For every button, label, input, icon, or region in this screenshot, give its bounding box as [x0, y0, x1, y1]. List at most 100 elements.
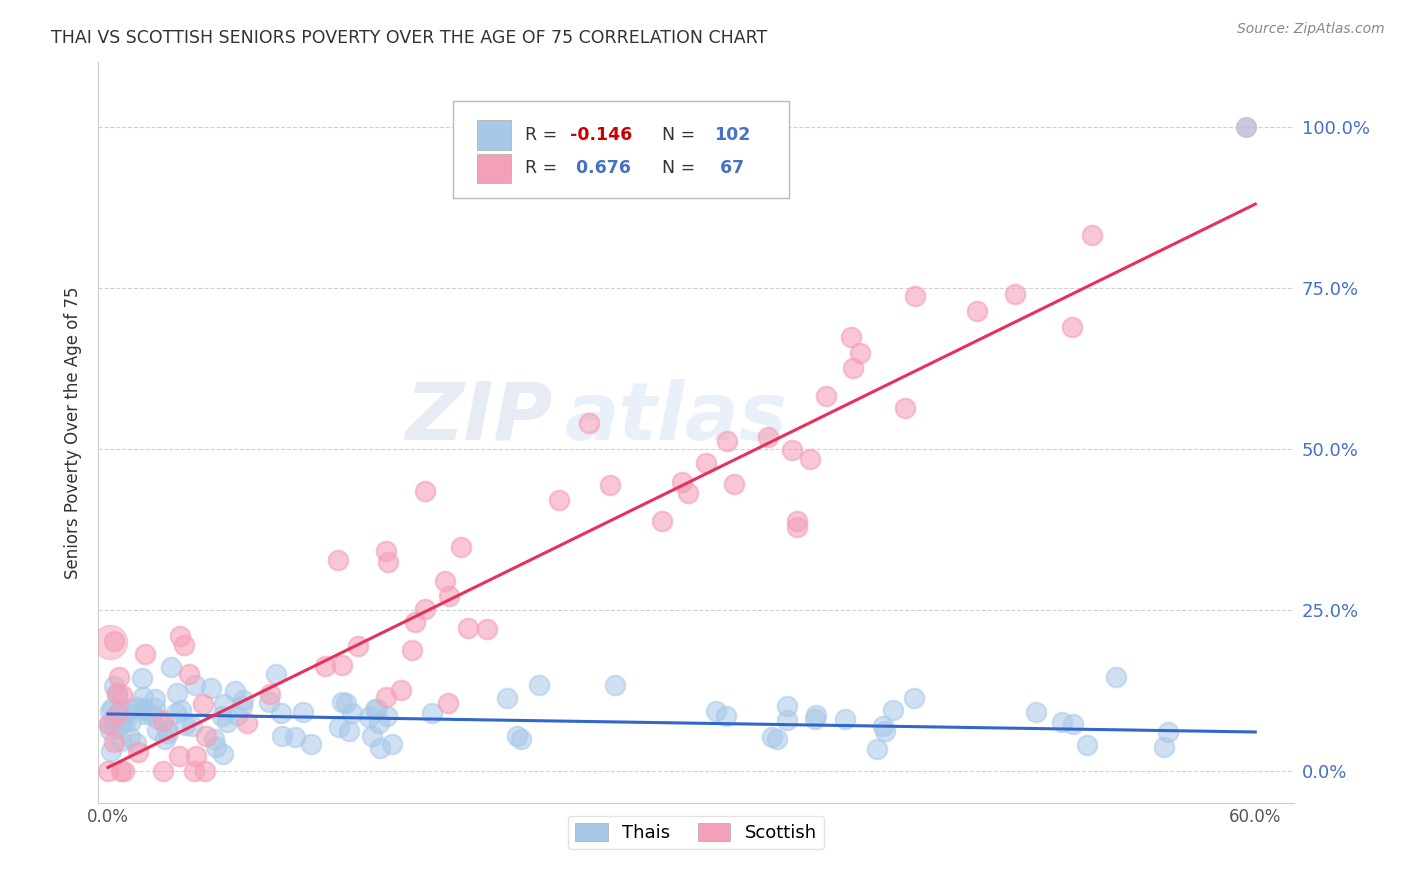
- Point: [872, 719, 894, 733]
- Point: [1234, 120, 1257, 134]
- Point: [169, 629, 191, 643]
- Point: [165, 706, 187, 720]
- Point: [347, 639, 370, 653]
- Point: [780, 443, 803, 458]
- Text: N =: N =: [651, 160, 700, 178]
- Point: [157, 725, 180, 739]
- Point: [271, 729, 294, 743]
- Point: [804, 712, 827, 726]
- Text: 0.676: 0.676: [571, 160, 631, 178]
- Point: [205, 739, 228, 754]
- Point: [676, 486, 699, 500]
- Point: [337, 724, 360, 739]
- Point: [105, 710, 128, 724]
- Point: [894, 401, 917, 415]
- Point: [120, 730, 142, 744]
- Point: [1060, 319, 1083, 334]
- Point: [134, 648, 156, 662]
- Point: [212, 698, 235, 712]
- Point: [232, 693, 254, 707]
- Point: [450, 541, 472, 555]
- Point: [103, 735, 125, 749]
- Point: [377, 555, 399, 569]
- Point: [786, 519, 808, 533]
- Point: [671, 475, 693, 490]
- Point: [110, 702, 132, 716]
- Point: [173, 638, 195, 652]
- Point: [270, 706, 292, 720]
- Point: [413, 602, 436, 616]
- Point: [651, 514, 673, 528]
- Point: [191, 698, 214, 712]
- Point: [194, 729, 217, 743]
- Point: [202, 732, 225, 747]
- Text: 67: 67: [714, 160, 744, 178]
- Point: [966, 304, 988, 318]
- Point: [111, 689, 134, 703]
- Point: [361, 729, 384, 743]
- Point: [527, 677, 550, 691]
- Point: [103, 634, 125, 648]
- Point: [284, 731, 307, 745]
- Point: [839, 329, 862, 343]
- Point: [224, 683, 246, 698]
- Point: [108, 670, 131, 684]
- Point: [1004, 286, 1026, 301]
- Text: 102: 102: [714, 126, 751, 144]
- Point: [200, 681, 222, 696]
- Point: [291, 705, 314, 719]
- Point: [118, 701, 141, 715]
- Point: [141, 708, 163, 723]
- Point: [225, 707, 247, 722]
- Point: [105, 689, 128, 703]
- Point: [184, 678, 207, 692]
- Point: [115, 706, 138, 720]
- Point: [1081, 228, 1104, 243]
- Point: [110, 764, 132, 778]
- Point: [112, 764, 135, 778]
- Point: [695, 456, 717, 470]
- Point: [786, 514, 808, 528]
- Point: [496, 690, 519, 705]
- Point: [605, 678, 627, 692]
- Point: [799, 452, 821, 467]
- Point: [110, 734, 132, 748]
- Point: [100, 744, 122, 758]
- Point: [104, 721, 127, 735]
- Point: [127, 745, 149, 759]
- Point: [259, 695, 281, 709]
- Text: R =: R =: [524, 160, 562, 178]
- Point: [599, 478, 621, 492]
- Point: [814, 389, 837, 403]
- Point: [765, 731, 787, 746]
- Point: [146, 723, 169, 737]
- Point: [457, 621, 479, 635]
- Point: [104, 708, 127, 723]
- Legend: Thais, Scottish: Thais, Scottish: [568, 815, 824, 849]
- Point: [156, 723, 179, 738]
- Text: N =: N =: [651, 126, 700, 144]
- Point: [804, 707, 827, 722]
- Point: [132, 690, 155, 704]
- Point: [103, 679, 125, 693]
- Point: [368, 741, 391, 756]
- Point: [401, 643, 423, 657]
- Text: atlas: atlas: [565, 379, 787, 457]
- Point: [903, 691, 925, 706]
- Point: [506, 729, 529, 743]
- Point: [132, 700, 155, 714]
- Point: [1234, 120, 1257, 134]
- Point: [183, 764, 205, 778]
- Point: [326, 552, 349, 566]
- Point: [259, 688, 281, 702]
- Point: [704, 704, 727, 718]
- Point: [342, 706, 364, 721]
- Point: [904, 289, 927, 303]
- Point: [181, 719, 204, 733]
- Point: [761, 731, 783, 745]
- Point: [120, 714, 142, 728]
- Point: [114, 715, 136, 730]
- Point: [357, 709, 380, 723]
- Point: [714, 708, 737, 723]
- Point: [160, 660, 183, 674]
